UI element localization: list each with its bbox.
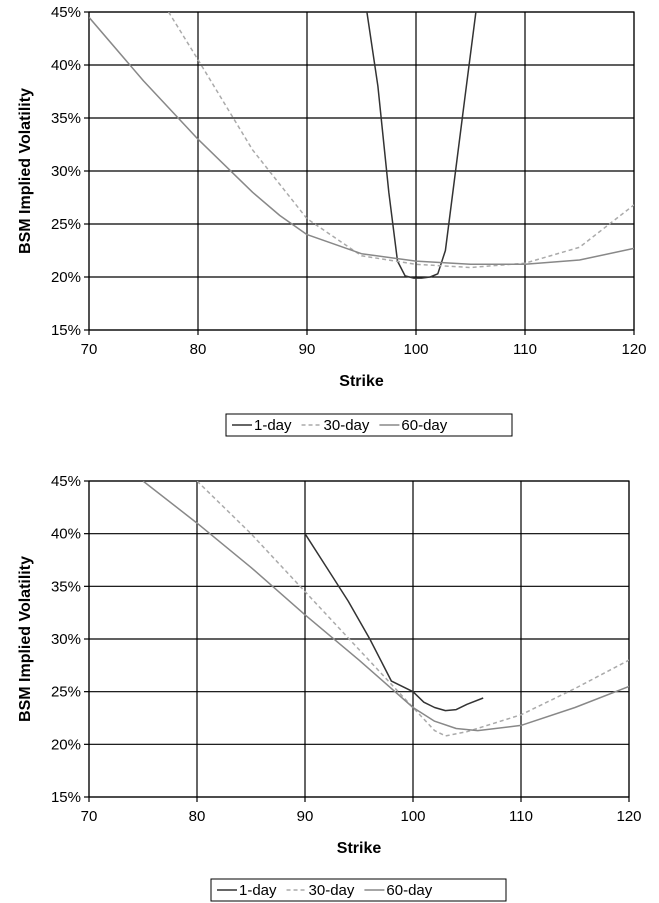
chart-1-x-tick-label: 80 <box>190 341 207 358</box>
chart-2-series-group <box>142 481 629 737</box>
chart-2-y-tick-label: 15% <box>51 789 81 806</box>
chart-1-y-tick-label: 45% <box>51 4 81 21</box>
chart-1-series-group <box>89 12 634 279</box>
chart-1-series-line-1-day <box>366 12 477 279</box>
chart-1-x-tick-label: 100 <box>403 341 428 358</box>
chart-2-y-tick-label: 40% <box>51 526 81 543</box>
chart-1-legend-label-1-day: 1-day <box>254 417 292 434</box>
chart-2-y-axis-title: BSM Implied Volatility <box>17 556 34 722</box>
chart-2-x-tick-label: 120 <box>616 808 641 825</box>
chart-2-y-tick-label: 45% <box>51 473 81 490</box>
chart-1-x-tick-label: 120 <box>621 341 646 358</box>
chart-2-y-tick-label: 25% <box>51 684 81 701</box>
chart-1-y-tick-label: 30% <box>51 163 81 180</box>
chart-1-x-tick-label: 90 <box>299 341 316 358</box>
chart-2-y-tick-label: 35% <box>51 578 81 595</box>
chart-1-y-tick-label: 20% <box>51 269 81 286</box>
chart-2-legend-label-1-day: 1-day <box>239 882 277 899</box>
chart-1-legend-label-60-day: 60-day <box>401 417 447 434</box>
chart-1-series-line-30-day <box>167 12 634 269</box>
chart-1-y-tick-label: 25% <box>51 216 81 233</box>
chart-2-svg: 15% 20% 25% 30% 35% 40% 45% 70 80 90 100 110 120 Stri… <box>17 473 642 902</box>
chart-2-x-tick-label: 70 <box>81 808 98 825</box>
chart-1-legend-label-30-day: 30-day <box>324 417 370 434</box>
chart-1: 15% 20% 25% 30% 35% 40% 45% 70 80 90 100 110 120 Stri… <box>0 0 659 445</box>
chart-2-series-line-1-day <box>304 533 484 712</box>
chart-1-y-axis-title: BSM Implied Volatility <box>17 88 34 254</box>
chart-1-x-tick-label: 70 <box>81 341 98 358</box>
chart-2-x-tick-label: 100 <box>400 808 425 825</box>
chart-1-series-line-60-day <box>89 16 634 266</box>
chart-2-x-tick-label: 110 <box>509 808 533 825</box>
chart-2-series-line-60-day <box>142 481 629 732</box>
chart-2: 15% 20% 25% 30% 35% 40% 45% 70 80 90 100 110 120 Stri… <box>0 468 659 903</box>
chart-2-series-line-30-day <box>196 481 629 737</box>
chart-1-x-axis-title: Strike <box>339 373 384 390</box>
chart-1-y-tick-label: 15% <box>51 322 81 339</box>
chart-2-legend-label-30-day: 30-day <box>309 882 355 899</box>
chart-2-x-tick-label: 90 <box>297 808 314 825</box>
chart-2-legend-label-60-day: 60-day <box>386 882 432 899</box>
chart-1-legend <box>225 413 513 437</box>
chart-1-y-tick-label: 35% <box>51 110 81 127</box>
chart-2-legend <box>210 878 507 902</box>
chart-1-x-tick-label: 110 <box>513 341 537 358</box>
chart-2-x-axis-title: Strike <box>337 840 382 857</box>
chart-2-y-tick-label: 20% <box>51 736 81 753</box>
chart-2-y-tick-label: 30% <box>51 631 81 648</box>
chart-1-y-tick-label: 40% <box>51 57 81 74</box>
chart-2-x-tick-label: 80 <box>189 808 206 825</box>
chart-1-svg: 15% 20% 25% 30% 35% 40% 45% 70 80 90 100 110 120 Stri… <box>17 4 647 437</box>
